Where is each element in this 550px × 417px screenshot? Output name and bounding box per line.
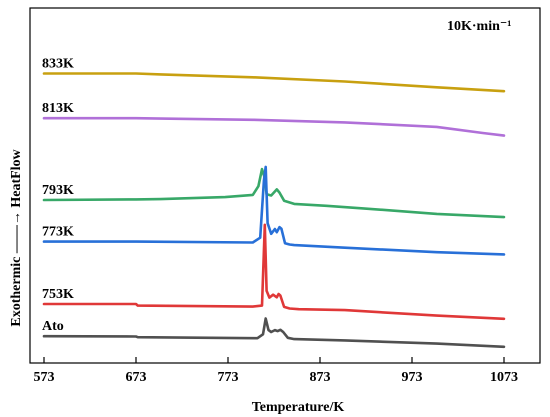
x-tick-label: 673 bbox=[126, 370, 147, 385]
series-line bbox=[42, 317, 506, 349]
x-axis-ticks: 573 673 773 873 973 1073 bbox=[34, 357, 518, 385]
y-axis-title: Exothermic ——→ HeatFlow bbox=[9, 148, 24, 326]
series-lines bbox=[42, 72, 506, 349]
series-label: Ato bbox=[42, 319, 64, 334]
x-axis-title: Temperature/K bbox=[252, 400, 345, 415]
x-tick-label: 573 bbox=[34, 370, 55, 385]
series-labels: 833K 813K 793K 773K 753K Ato bbox=[42, 57, 74, 335]
series-label: 813K bbox=[42, 101, 74, 116]
x-tick-label: 973 bbox=[402, 370, 423, 385]
series-line bbox=[42, 165, 506, 256]
heating-rate-annotation: 10K·min⁻¹ bbox=[447, 19, 511, 34]
series-label: 793K bbox=[42, 183, 74, 198]
series-line bbox=[42, 72, 506, 93]
series-line bbox=[42, 116, 506, 137]
series-label: 773K bbox=[42, 225, 74, 240]
x-tick-label: 1073 bbox=[490, 370, 518, 385]
series-label: 753K bbox=[42, 287, 74, 302]
plot-frame bbox=[29, 7, 541, 364]
series-line bbox=[42, 167, 506, 219]
series-label: 833K bbox=[42, 57, 74, 72]
x-tick-label: 773 bbox=[218, 370, 239, 385]
x-tick-label: 873 bbox=[310, 370, 331, 385]
series-line bbox=[42, 223, 506, 321]
